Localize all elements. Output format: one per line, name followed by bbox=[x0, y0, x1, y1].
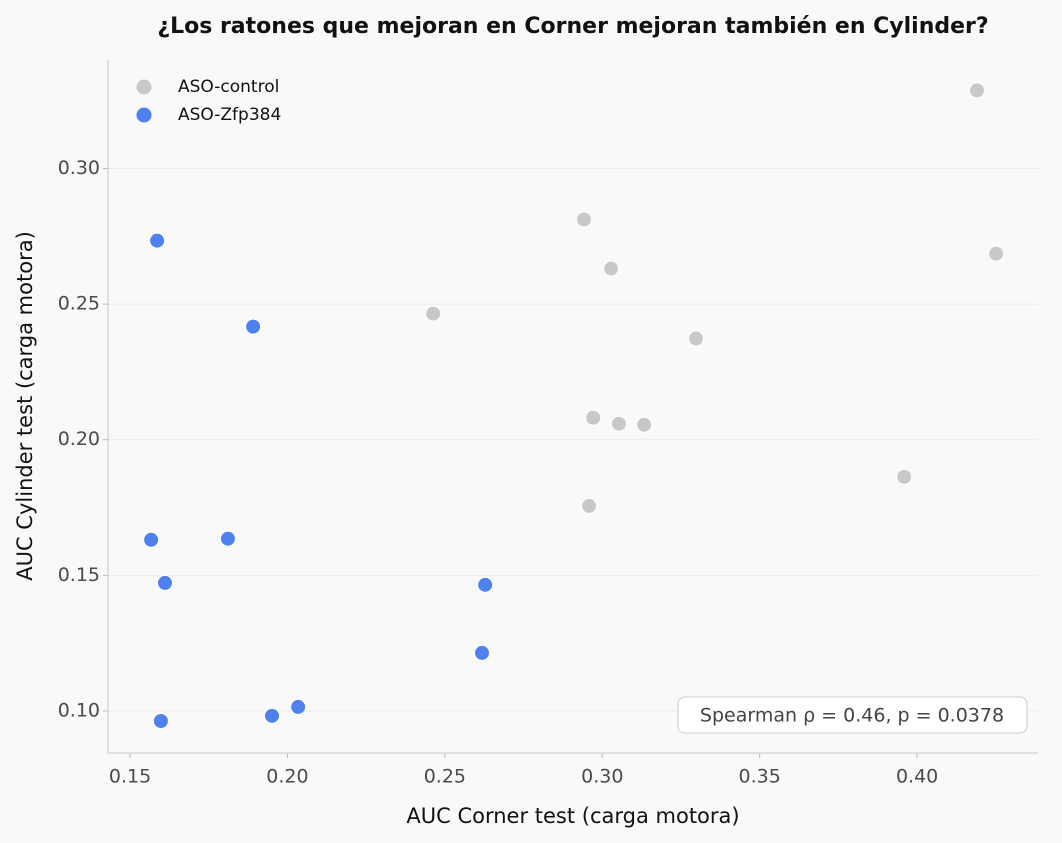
legend-label: ASO-control bbox=[178, 77, 279, 97]
point bbox=[152, 712, 169, 729]
legend-marker bbox=[136, 107, 152, 123]
y-tick-label: 0.15 bbox=[58, 564, 100, 586]
annotation-box bbox=[677, 696, 1028, 734]
point bbox=[581, 497, 598, 514]
y-tick-label: 0.20 bbox=[58, 428, 100, 450]
point bbox=[156, 574, 173, 591]
point bbox=[425, 305, 442, 322]
x-tick-label: 0.40 bbox=[896, 766, 938, 788]
x-tick-label: 0.15 bbox=[109, 766, 151, 788]
point bbox=[636, 416, 653, 433]
y-tick-label: 0.25 bbox=[58, 293, 100, 315]
point bbox=[219, 530, 236, 547]
x-tick-label: 0.35 bbox=[739, 766, 781, 788]
point bbox=[585, 409, 602, 426]
y-tick-label: 0.30 bbox=[58, 157, 100, 179]
y-tick-label: 0.10 bbox=[58, 699, 100, 721]
point bbox=[968, 82, 985, 99]
chart-title: ¿Los ratones que mejoran en Corner mejor… bbox=[157, 14, 988, 39]
x-tick-label: 0.25 bbox=[424, 766, 466, 788]
point bbox=[610, 415, 627, 432]
point bbox=[603, 260, 620, 277]
point bbox=[474, 644, 491, 661]
point bbox=[245, 318, 262, 335]
point bbox=[896, 468, 913, 485]
point bbox=[143, 531, 160, 548]
annotation: Spearman ρ = 0.46, p = 0.0378 bbox=[700, 705, 1004, 727]
point bbox=[264, 707, 281, 724]
point bbox=[477, 576, 494, 593]
point bbox=[290, 698, 307, 715]
point bbox=[576, 211, 593, 228]
point bbox=[149, 232, 166, 249]
x-axis-label: AUC Corner test (carga motora) bbox=[406, 804, 739, 828]
point bbox=[688, 330, 705, 347]
x-tick-label: 0.30 bbox=[581, 766, 623, 788]
legend-marker bbox=[136, 79, 152, 95]
legend-label: ASO-Zfp384 bbox=[178, 105, 281, 125]
x-tick-label: 0.20 bbox=[266, 766, 308, 788]
point bbox=[988, 245, 1005, 262]
y-axis-label: AUC Cylinder test (carga motora) bbox=[13, 231, 37, 581]
